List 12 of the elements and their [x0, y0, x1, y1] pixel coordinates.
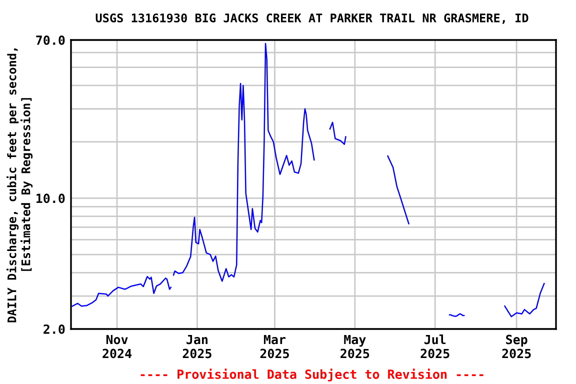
chart-title: USGS 13161930 BIG JACKS CREEK AT PARKER TRAIL NR GRASMERE, ID: [96, 13, 528, 24]
y-tick-label: 70.0: [36, 35, 65, 45]
x-tick-label: May 2025: [340, 334, 370, 358]
x-tick-label: Jul 2025: [420, 334, 450, 358]
x-tick-label: Jan 2025: [182, 334, 212, 358]
y-tick-label: 10.0: [36, 194, 65, 204]
x-tick-label: Nov 2024: [102, 334, 132, 358]
x-tick-label: Sep 2025: [502, 334, 531, 358]
text: ---- Provisional Data Subject to Revision ----: [140, 368, 484, 382]
y-axis-title: DAILY Discharge, cubic feet per second, [Estimated By Regression]: [6, 48, 33, 322]
x-tick-label: Mar 2025: [260, 334, 289, 358]
y-tick-label: 2.0: [44, 324, 65, 334]
